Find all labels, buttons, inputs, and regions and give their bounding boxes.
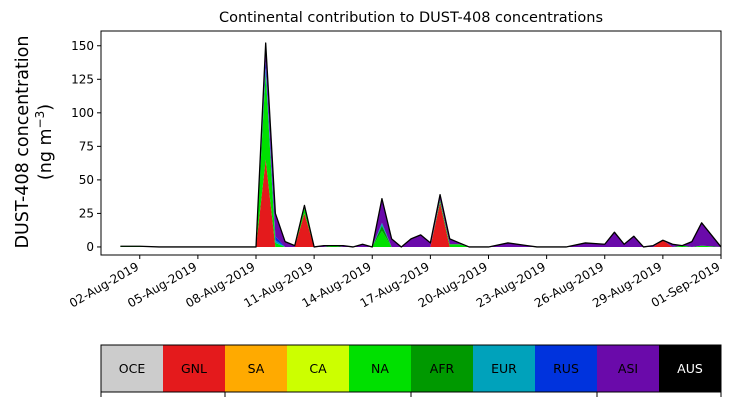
legend-swatch-rus (535, 345, 597, 392)
y-tick-label: 150 (71, 39, 94, 53)
legend-swatch-na (349, 345, 411, 392)
chart-title: Continental contribution to DUST-408 con… (219, 10, 603, 26)
y-axis-unit: (ng m−3) (33, 104, 56, 180)
y-tick-label: 25 (79, 206, 94, 220)
legend-swatch-asi (597, 345, 659, 392)
legend-label-rus: RUS (553, 361, 579, 376)
legend-swatch-ca (287, 345, 349, 392)
y-tick-label: 100 (71, 106, 94, 120)
legend-label-oce: OCE (119, 361, 146, 376)
legend-label-ca: CA (309, 361, 327, 376)
y-tick-label: 50 (79, 173, 94, 187)
plot-area: 025507510012515002-Aug-201905-Aug-201908… (67, 30, 723, 310)
series-area-gnl (120, 159, 721, 247)
plot-frame (100, 30, 722, 256)
legend-swatch-eur (473, 345, 535, 392)
legend-swatch-sa (225, 345, 287, 392)
total-outline (120, 42, 722, 248)
series-area-afr (120, 72, 721, 247)
legend-label-eur: EUR (491, 361, 517, 376)
series-area-sa (120, 159, 721, 247)
y-tick-label: 75 (79, 139, 94, 153)
y-axis-label: DUST-408 concentration (13, 36, 33, 249)
series-area-eur (120, 68, 721, 247)
legend-label-gnl: GNL (181, 361, 207, 376)
legend-swatch-oce (101, 345, 163, 392)
y-tick-label: 125 (71, 72, 94, 86)
series-area-rus (120, 61, 721, 247)
legend-label-afr: AFR (430, 361, 455, 376)
legend-swatch-gnl (163, 345, 225, 392)
series-area-asi (120, 43, 721, 247)
y-tick-label: 0 (86, 240, 94, 254)
legend-label-asi: ASI (618, 361, 638, 376)
legend-label-aus: AUS (677, 361, 703, 376)
legend-swatch-afr (411, 345, 473, 392)
legend-colorbar: OCE GNL SA CA NA AFR EUR RUS ASI AUS (100, 344, 722, 397)
series-area-ca (120, 159, 721, 247)
legend-swatch-aus (659, 345, 721, 392)
series-area-na (120, 72, 721, 247)
legend-label-sa: SA (248, 361, 265, 376)
series-area-aus (120, 43, 721, 247)
legend-label-na: NA (371, 361, 389, 376)
